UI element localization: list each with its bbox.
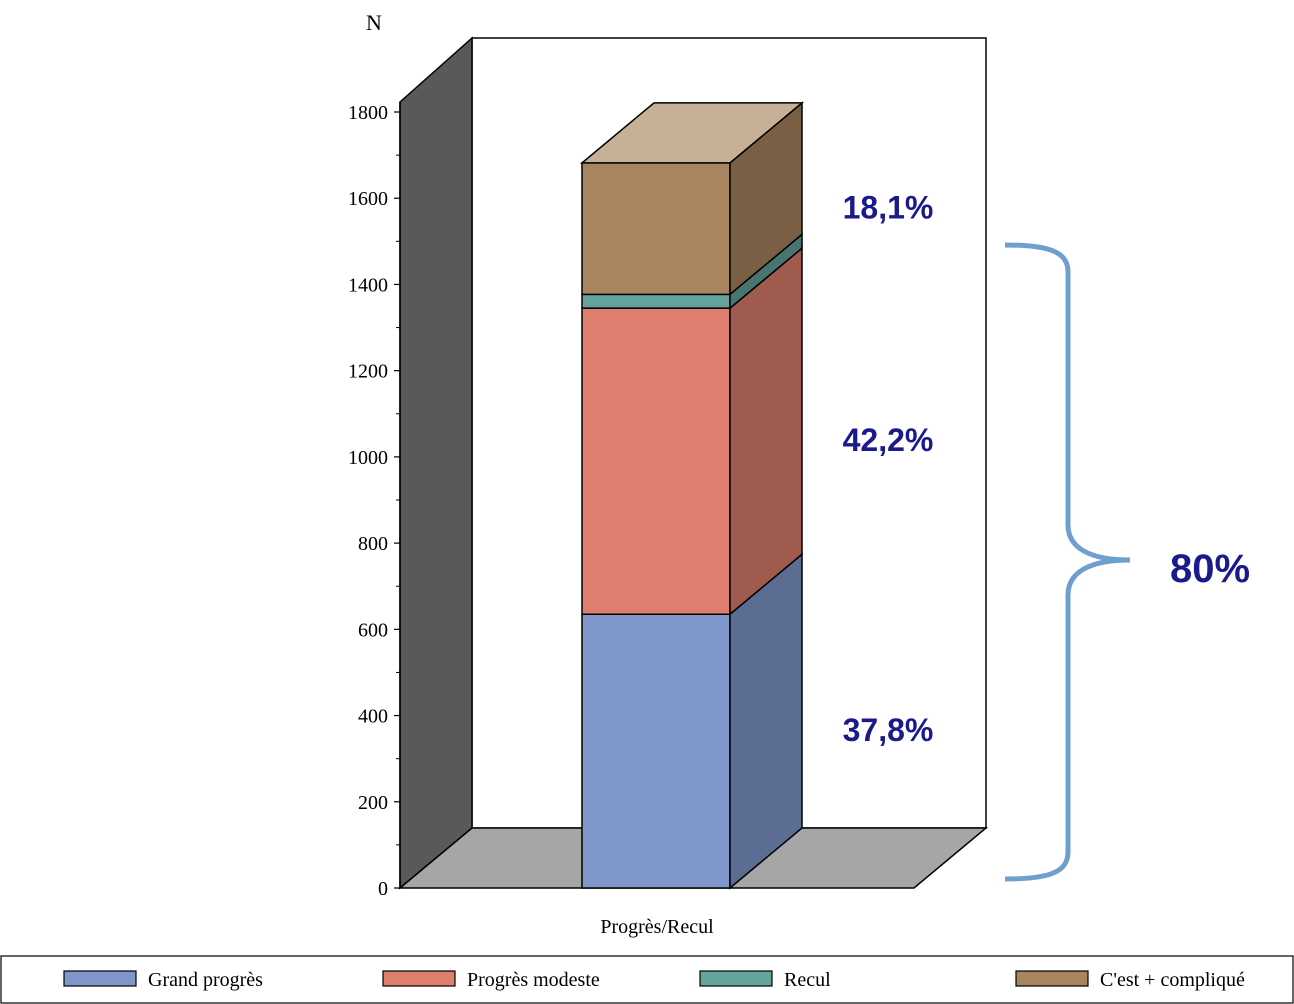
legend-label: Progrès modeste xyxy=(467,969,600,991)
bar-segment-front xyxy=(581,162,731,296)
y-tick-label: 1200 xyxy=(348,361,388,383)
y-axis-ticks: 0 200 400 600 800 1000 1200 1400 1600 1800 xyxy=(348,102,400,900)
y-tick-label: 1600 xyxy=(348,188,388,210)
y-tick-label: 400 xyxy=(358,706,388,728)
x-category-label: Progrès/Recul xyxy=(600,916,714,938)
y-tick-label: 1800 xyxy=(348,102,388,124)
legend: Grand progrès Progrès modeste Recul C'est +… xyxy=(63,969,1245,991)
brace-label: 80% xyxy=(1170,547,1250,591)
legend-label: C'est + compliqué xyxy=(1100,969,1245,991)
chart-side-wall xyxy=(399,36,473,890)
bar-segment-side xyxy=(729,246,803,616)
y-axis-title: N xyxy=(366,10,382,35)
y-tick-label: 1000 xyxy=(348,447,388,469)
y-tick-label: 800 xyxy=(358,533,388,555)
percentage-label: 37,8% xyxy=(843,712,934,748)
percentage-label: 18,1% xyxy=(843,190,934,226)
y-tick-label: 600 xyxy=(358,619,388,641)
legend-label: Recul xyxy=(784,969,831,991)
legend-swatch xyxy=(63,970,137,987)
y-tick-label: 0 xyxy=(378,878,388,900)
stacked-bar xyxy=(579,101,805,890)
bar-segment-front xyxy=(581,307,731,615)
y-tick-label: 1400 xyxy=(348,274,388,296)
percentage-annotations: 37,8% 42,2% 18,1% xyxy=(843,190,934,749)
legend-swatch xyxy=(699,970,773,987)
bar-top-face xyxy=(579,102,805,164)
bar-segment-front xyxy=(581,613,731,889)
percentage-label: 42,2% xyxy=(843,422,934,458)
legend-swatch xyxy=(1015,970,1089,987)
legend-label: Grand progrès xyxy=(148,969,263,991)
legend-swatch xyxy=(382,970,456,987)
bar-segment-front xyxy=(581,293,731,309)
y-tick-label: 200 xyxy=(358,792,388,814)
brace xyxy=(1004,242,1131,882)
